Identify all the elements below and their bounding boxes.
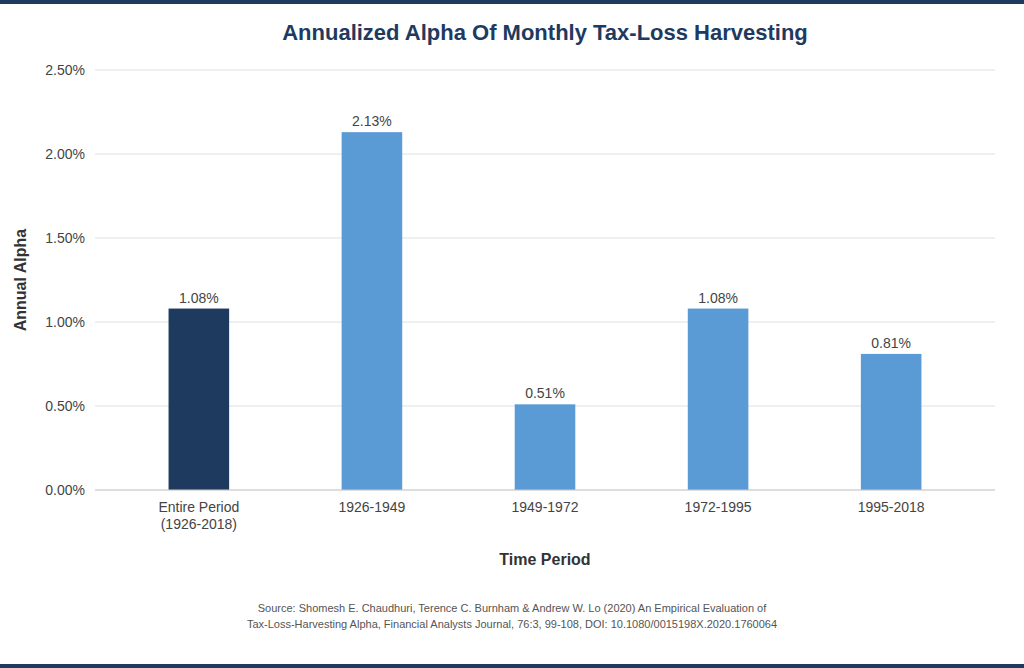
bar	[342, 132, 403, 490]
y-tick-label: 0.50%	[45, 398, 85, 414]
y-tick-label: 1.00%	[45, 314, 85, 330]
data-label: 0.81%	[871, 335, 911, 351]
x-tick-label: 1972-1995	[685, 499, 752, 515]
text-line: 1972-1995	[685, 499, 752, 515]
text-line: 1926-1949	[338, 499, 405, 515]
bar	[861, 354, 922, 490]
x-tick-label: 1949-1972	[512, 499, 579, 515]
data-labels: 1.08% 2.13% 0.51% 1.08% 0.81%	[179, 113, 911, 401]
x-tick-label: 1995-2018	[858, 499, 925, 515]
y-tick-label: 1.50%	[45, 230, 85, 246]
text-line: Entire Period	[158, 499, 239, 515]
background	[0, 0, 1024, 668]
title: Annualized Alpha Of Monthly Tax-Loss Har…	[282, 20, 808, 45]
grid	[95, 70, 995, 490]
bar	[688, 309, 749, 490]
grid-line	[95, 154, 995, 155]
bar	[515, 404, 576, 490]
grid-line	[95, 70, 995, 71]
y-tick-label: 2.50%	[45, 62, 85, 78]
data-label: 1.08%	[179, 290, 219, 306]
y-tick-label: 2.00%	[45, 146, 85, 162]
grid-line	[95, 238, 995, 239]
data-label: 1.08%	[698, 290, 738, 306]
source: Source: Shomesh E. Chaudhuri, Terence C.…	[247, 602, 777, 630]
text-line: Tax-Loss-Harvesting Alpha, Financial Ana…	[247, 618, 777, 630]
x-tick-label: Entire Period(1926-2018)	[158, 499, 239, 532]
top-border	[0, 0, 1024, 4]
text-line: Source: Shomesh E. Chaudhuri, Terence C.…	[258, 602, 767, 614]
x-tick-label: 1926-1949	[338, 499, 405, 515]
text-line: 1949-1972	[512, 499, 579, 515]
y-tick-label: 0.00%	[45, 482, 85, 498]
data-label: 2.13%	[352, 113, 392, 129]
bars	[169, 132, 922, 490]
grid-line	[95, 490, 995, 491]
grid-line	[95, 322, 995, 323]
bar	[169, 309, 230, 490]
y-axis-label: Annual Alpha	[12, 229, 29, 332]
data-label: 0.51%	[525, 385, 565, 401]
x-axis-line	[95, 490, 995, 491]
chart: Annualized Alpha Of Monthly Tax-Loss Har…	[0, 0, 1024, 668]
text-line: 1995-2018	[858, 499, 925, 515]
bottom-border	[0, 664, 1024, 668]
x-axis-label: Time Period	[499, 551, 590, 568]
text-line: (1926-2018)	[161, 516, 237, 532]
